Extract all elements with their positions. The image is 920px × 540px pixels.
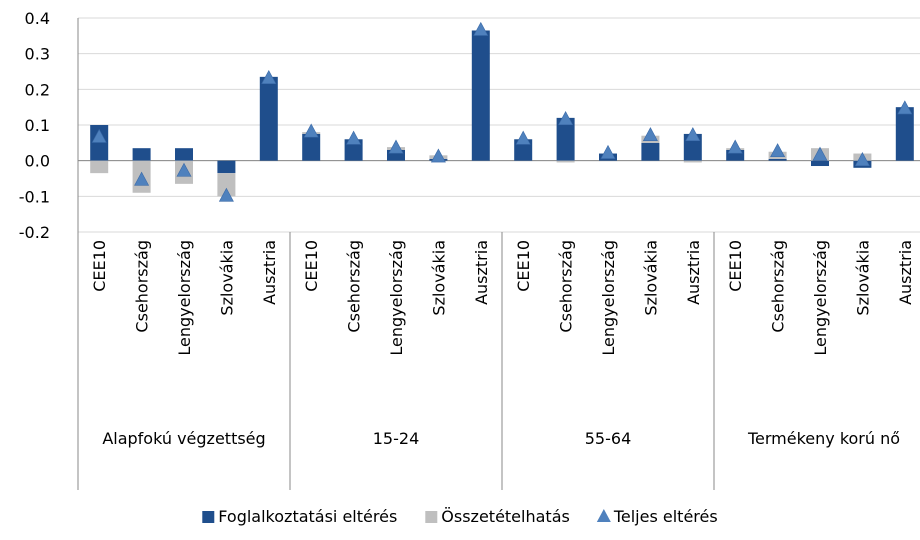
marker — [600, 144, 616, 159]
marker — [261, 70, 277, 84]
bar-segment — [217, 160, 236, 174]
x-tick-label: Ausztria — [684, 240, 703, 305]
marker — [430, 148, 446, 163]
bar-segment — [726, 149, 745, 161]
bar-segment — [259, 76, 278, 161]
y-tick-label: -0.2 — [19, 223, 50, 242]
y-tick-label: 0.2 — [25, 80, 50, 99]
x-tick-label: Lengyelország — [387, 240, 406, 356]
y-tick-label: 0.4 — [25, 9, 50, 28]
marker — [218, 187, 234, 202]
legend-label: Teljes eltérés — [613, 507, 718, 526]
marker — [176, 162, 192, 177]
marker — [515, 130, 531, 145]
x-tick-label: CEE10 — [90, 240, 109, 292]
marker — [134, 171, 150, 186]
x-tick-label: CEE10 — [726, 240, 745, 292]
x-tick-label: Szlovákia — [217, 240, 236, 316]
x-tick-label: Ausztria — [260, 240, 279, 305]
marker — [854, 152, 870, 166]
bar-segment — [217, 173, 236, 197]
legend-symbol — [202, 511, 215, 523]
group-label: Alapfokú végzettség — [102, 429, 266, 448]
x-tick-label: Ausztria — [896, 240, 915, 305]
x-tick-label: Csehország — [345, 240, 364, 333]
bar-segment — [811, 160, 829, 167]
marker — [897, 100, 913, 115]
x-tick-label: Lengyelország — [599, 240, 618, 356]
y-tick-label: 0.1 — [25, 116, 50, 135]
legend-symbol — [425, 511, 438, 523]
bar-segment — [344, 139, 363, 161]
bar-segment — [302, 133, 321, 161]
x-tick-label: Csehország — [557, 240, 576, 333]
x-tick-label: Szlovákia — [853, 240, 872, 316]
legend-label: Összetételhatás — [441, 507, 570, 526]
bar-segment — [683, 160, 702, 163]
x-tick-label: Ausztria — [472, 240, 491, 305]
y-tick-label: 0.3 — [25, 45, 50, 64]
y-tick-label: 0.0 — [25, 152, 50, 171]
bar-segment — [641, 142, 660, 161]
x-tick-label: Szlovákia — [641, 240, 660, 316]
x-tick-label: Lengyelország — [811, 240, 830, 356]
bar-segment — [895, 107, 914, 161]
marker — [303, 123, 319, 138]
bar-segment — [556, 117, 575, 161]
bar-segment — [90, 160, 109, 174]
bar-segment — [175, 148, 193, 161]
marker — [812, 146, 828, 161]
bar-segment — [514, 139, 533, 161]
bar-segment — [90, 125, 109, 161]
group-label: 15-24 — [372, 429, 420, 448]
marker — [642, 127, 658, 141]
legend-label: Foglalkoztatási eltérés — [218, 507, 397, 526]
bar-segment — [387, 149, 405, 161]
bar-segment — [556, 160, 575, 163]
bar-segment — [471, 30, 490, 161]
x-tick-label: Csehország — [133, 240, 152, 333]
bar-segment — [768, 158, 787, 161]
marker — [388, 139, 404, 154]
x-tick-label: Szlovákia — [429, 240, 448, 316]
group-label: Termékeny korú nő — [747, 429, 901, 448]
x-tick-label: CEE10 — [302, 240, 321, 292]
x-tick-label: Csehország — [769, 240, 788, 333]
marker — [473, 21, 489, 36]
marker — [727, 139, 743, 154]
y-tick-label: -0.1 — [19, 187, 50, 206]
bar-segment — [132, 148, 151, 161]
x-tick-label: Lengyelország — [175, 240, 194, 356]
legend-symbol — [596, 509, 611, 522]
marker — [685, 127, 701, 141]
marker — [770, 143, 786, 158]
marker — [91, 128, 107, 143]
marker — [346, 130, 362, 145]
marker — [558, 111, 574, 125]
group-label: 55-64 — [584, 429, 632, 448]
x-tick-label: CEE10 — [514, 240, 533, 292]
